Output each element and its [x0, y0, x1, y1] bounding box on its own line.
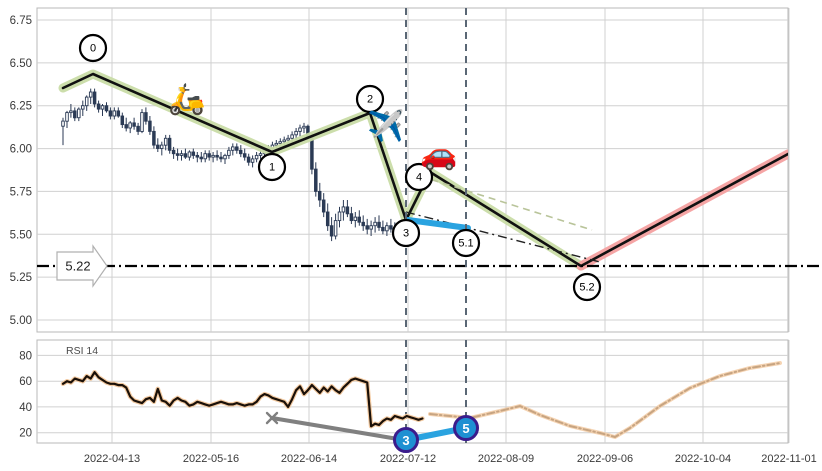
price-y-tick: 6.25: [10, 101, 32, 113]
price-y-axis-labels: 6.75 6.50 6.25 6.00 5.75 5.50 5.25 5.00: [10, 15, 32, 327]
x-axis-tick: 2022-10-04: [675, 453, 731, 465]
vertical-time-markers: [405, 8, 467, 443]
wave-marker-circle: [404, 162, 434, 192]
price-y-tick: 6.00: [10, 144, 32, 156]
wave-marker-1[interactable]: 1: [257, 152, 287, 182]
x-axis-tick: 2022-05-16: [183, 453, 239, 465]
x-axis-tick: 2022-06-14: [281, 453, 337, 465]
rsi-y-axis-labels: 80 60 40 20: [19, 350, 32, 439]
rsi-marker-3[interactable]: 3: [393, 427, 419, 453]
x-gridlines: [111, 8, 790, 443]
rsi-y-tick: 60: [19, 376, 32, 388]
wave-marker-0[interactable]: 0: [78, 33, 108, 63]
alt-wave-line-1: [405, 211, 601, 263]
motor-scooter-icon: 🛵: [168, 83, 206, 116]
wave-marker-5-2[interactable]: 5.2: [572, 272, 602, 302]
price-tag-shape: [56, 244, 108, 288]
wave-marker-label: 1: [269, 162, 275, 174]
rsi-y-tick: 20: [19, 428, 32, 440]
rsi-divergence-line: [265, 411, 406, 442]
rsi-forecast-glow: [428, 361, 782, 440]
x-axis-tick: 2022-08-09: [478, 453, 534, 465]
rsi-y-tick: 80: [19, 350, 32, 362]
rsi-series: [60, 361, 782, 440]
wave-marker-label: 4: [416, 172, 422, 184]
price-y-tick: 5.75: [10, 186, 32, 198]
price-gridlines: [37, 19, 788, 321]
x-axis-tick: 2022-11-01: [761, 453, 816, 465]
rsi-marker-label: 3: [402, 433, 409, 448]
alternate-wave-lines: [405, 175, 601, 263]
wave-marker-label: 3: [403, 228, 409, 240]
wave-marker-label: 5.2: [579, 282, 594, 294]
wave-marker-circle: [391, 218, 421, 248]
price-y-tick: 6.50: [10, 58, 32, 70]
automobile-icon: 🚗: [420, 138, 458, 171]
price-y-tick: 5.50: [10, 229, 32, 241]
x-axis-labels: 2022-04-13 2022-05-16 2022-06-14 2022-07-12…: [84, 453, 817, 465]
price-tag-label: 5.22: [65, 259, 90, 274]
wave-marker-circle: [355, 84, 385, 114]
rsi-marker-circle: [393, 427, 419, 453]
wave-marker-circle: [78, 33, 108, 63]
wave-marker-label: 2: [367, 94, 373, 106]
wave-marker-label: 0: [90, 43, 96, 55]
wave-marker-5-1[interactable]: 5.1: [451, 228, 481, 258]
price-y-tick: 5.25: [10, 272, 32, 284]
divergence-segment: [270, 416, 406, 442]
rsi-marker-label: 5: [462, 421, 469, 436]
rsi-path: [61, 371, 424, 428]
wave-marker-label: 5.1: [458, 238, 473, 250]
rsi-marker-5[interactable]: 5: [453, 415, 479, 441]
alt-wave-line-2: [419, 175, 593, 231]
x-axis-tick: 2022-07-12: [380, 453, 436, 465]
wave-marker-group: 0 1 2 3 4 5.1 5.2: [78, 33, 602, 302]
airplane-icon: ✈️: [367, 110, 405, 143]
rsi-indicator-title: RSI 14: [66, 345, 98, 357]
wave-marker-circle: [257, 152, 287, 182]
x-axis-tick: 2022-04-13: [84, 453, 140, 465]
price-y-tick: 5.00: [10, 315, 32, 327]
divergence-x-marker: [265, 411, 279, 425]
rsi-panel: [36, 339, 789, 444]
wave-marker-circle: [451, 228, 481, 258]
rsi-y-tick: 40: [19, 402, 32, 414]
wave-marker-circle: [572, 272, 602, 302]
rsi-marker-group: 35: [393, 415, 479, 453]
rsi-marker-circle: [453, 415, 479, 441]
wave-marker-2[interactable]: 2: [355, 84, 385, 114]
wave-3-to-5-connector: [405, 217, 471, 231]
wave-marker-4[interactable]: 4: [404, 162, 434, 192]
wave-marker-3[interactable]: 3: [391, 218, 421, 248]
price-y-tick: 6.75: [10, 15, 32, 27]
price-level-tag: 5.22: [56, 244, 108, 288]
x-axis-tick: 2022-09-06: [577, 453, 633, 465]
